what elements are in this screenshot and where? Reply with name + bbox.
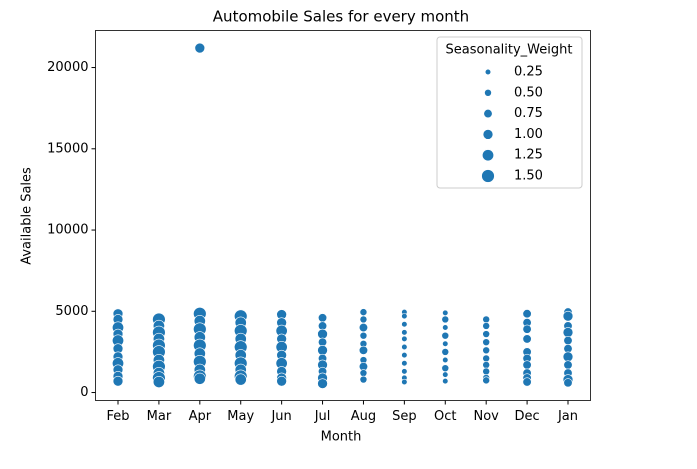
point: [401, 313, 408, 320]
x-tick-label: Feb: [106, 409, 129, 424]
point: [401, 329, 408, 336]
point: [482, 367, 491, 376]
point: [401, 343, 408, 351]
legend-box: [436, 36, 583, 189]
point: [562, 351, 574, 363]
point: [441, 348, 450, 356]
legend-marker: [482, 129, 494, 140]
point: [522, 309, 532, 319]
point: [193, 372, 206, 385]
point: [482, 330, 491, 338]
legend-label: 0.75: [514, 106, 543, 121]
x-tick-label: Jul: [314, 409, 331, 424]
chart-title: Automobile Sales for every month: [213, 8, 469, 26]
y-tick-label: 5000: [55, 304, 88, 319]
point: [359, 331, 368, 340]
point: [482, 376, 491, 385]
point: [522, 334, 532, 344]
legend-label: 0.50: [514, 85, 543, 100]
point: [562, 310, 574, 322]
point: [358, 345, 368, 355]
legend-marker: [482, 149, 494, 162]
point: [194, 42, 206, 54]
point: [401, 368, 408, 375]
y-tick-label: 0: [80, 385, 88, 400]
point: [317, 345, 328, 356]
point: [401, 321, 408, 328]
x-tick-label: Sep: [392, 409, 417, 424]
point: [442, 378, 449, 385]
point: [442, 309, 449, 317]
axes-frame: [95, 30, 591, 401]
point: [522, 360, 532, 370]
point: [563, 360, 573, 370]
x-tick-label: Jan: [557, 409, 578, 424]
x-tick-label: Aug: [351, 409, 376, 424]
legend-label: 1.25: [514, 148, 543, 163]
point: [401, 360, 408, 367]
x-tick-label: Nov: [473, 409, 499, 424]
x-tick-label: Dec: [515, 409, 540, 424]
legend-title: Seasonality_Weight: [446, 43, 573, 58]
point: [562, 327, 574, 338]
y-tick-label: 15000: [47, 141, 88, 156]
point: [563, 378, 573, 388]
point: [522, 377, 532, 387]
x-tick-label: Oct: [434, 409, 456, 424]
point: [482, 322, 491, 330]
point: [442, 340, 449, 347]
legend-marker: [484, 88, 492, 97]
point: [482, 361, 491, 369]
point: [441, 331, 450, 340]
point: [234, 373, 247, 386]
point: [482, 315, 491, 324]
point: [482, 338, 491, 346]
point: [401, 335, 408, 343]
x-tick-label: Apr: [189, 409, 212, 424]
point: [276, 375, 287, 387]
legend-marker: [484, 68, 492, 76]
y-tick-label: 20000: [47, 60, 88, 75]
points: [112, 42, 574, 389]
point: [482, 346, 491, 355]
point: [482, 354, 491, 363]
point: [442, 324, 449, 331]
point: [112, 375, 124, 387]
point: [359, 308, 368, 316]
point: [359, 369, 368, 377]
legend-label: 0.25: [514, 65, 543, 80]
x-tick-label: Jun: [270, 409, 291, 424]
point: [401, 378, 408, 386]
point: [317, 328, 328, 340]
point: [441, 315, 450, 324]
point: [359, 315, 368, 324]
point: [358, 322, 368, 333]
y-axis-label: Available Sales: [20, 167, 35, 265]
x-tick-label: May: [227, 409, 254, 424]
point: [563, 335, 573, 346]
point: [442, 371, 449, 378]
point: [442, 356, 449, 364]
point: [401, 352, 408, 359]
point: [441, 364, 450, 372]
point: [318, 313, 328, 323]
point: [522, 324, 532, 334]
legend-label: 1.00: [514, 127, 543, 142]
point: [317, 378, 328, 389]
y-tick-label: 10000: [47, 223, 88, 238]
x-tick-label: Mar: [147, 409, 172, 424]
legend-marker: [481, 169, 495, 183]
legend-marker: [483, 109, 493, 119]
x-axis-label: Month: [321, 430, 362, 445]
point: [359, 375, 368, 384]
point: [152, 375, 165, 388]
legend-label: 1.50: [514, 169, 543, 184]
